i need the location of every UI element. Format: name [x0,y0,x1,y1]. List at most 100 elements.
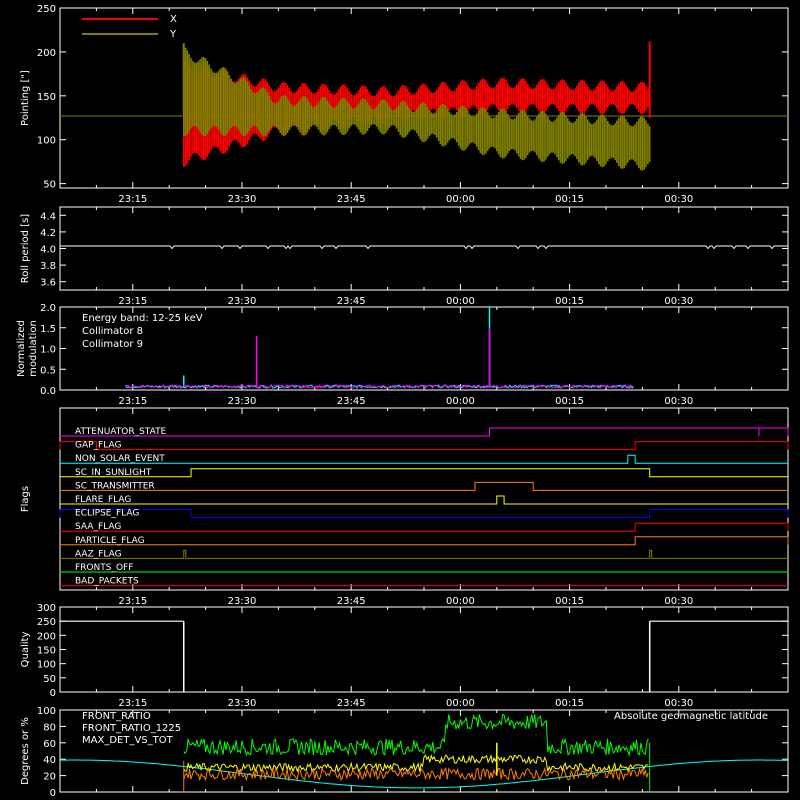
y-tick-label: 50 [43,674,56,685]
y-tick-label: 4.0 [40,245,56,256]
flag-label: SC_TRANSMITTER [75,481,155,491]
x-tick-label: 23:30 [228,396,257,407]
y-tick-label: 150 [37,92,56,103]
energy-band-annotation: Energy band: 12-25 keV [82,313,203,324]
flag-line-aaz-flag [60,549,788,559]
panel-frame-1 [59,206,789,291]
roll-period-line [60,245,788,250]
y-axis-label: Pointing ["] [20,70,31,126]
y-tick-label: 150 [37,646,56,657]
x-tick-label: 00:15 [555,596,584,607]
flag-label: PARTICLE_FLAG [75,536,145,546]
y-tick-label: 200 [37,48,56,59]
x-tick-label: 00:00 [446,596,475,607]
x-tick-label: 23:15 [118,596,147,607]
flag-line-gap-flag [59,441,789,451]
y-axis-label: Flags [20,486,31,512]
x-tick-label: 00:00 [446,396,475,407]
x-tick-label: 00:15 [555,296,584,307]
flag-line-saa-flag [60,522,789,532]
y-tick-label: 4.4 [40,211,56,222]
y-tick-label: 300 [37,603,56,614]
y-tick-label: 1.5 [40,324,56,335]
front-ratio-1225-line [183,713,649,757]
x-tick-label: 00:00 [446,194,475,205]
flag-label: ECLIPSE_FLAG [75,509,139,519]
x-tick-label: 23:45 [337,698,366,709]
flag-label: BAD_PACKETS [75,577,139,587]
legend-front-ratio: FRONT_RATIO [82,711,151,722]
x-tick-label: 00:15 [555,396,584,407]
legend-max-det-vs-tot: MAX_DET_VS_TOT [82,735,174,746]
y-tick-label: 80 [43,722,56,733]
y-axis-label: Quality [20,632,31,668]
x-tick-label: 23:15 [118,396,147,407]
modulation-collimator-9 [125,384,635,389]
legend-front-ratio-1225: FRONT_RATIO_1225 [82,723,181,734]
legend-collimator-9: Collimator 9 [82,339,143,350]
y-tick-label: 3.6 [40,278,56,289]
x-tick-label: 00:30 [664,698,693,709]
x-tick-label: 00:30 [664,596,693,607]
y-tick-label: 250 [37,617,56,628]
x-tick-label: 23:15 [118,698,147,709]
flag-label: GAP_FLAG [75,441,121,451]
x-tick-label: 23:30 [228,596,257,607]
y-tick-label: 2.0 [40,303,56,314]
flag-line-sc-in-sunlight [60,468,788,478]
x-tick-label: 23:15 [118,194,147,205]
y-tick-label: 4.2 [40,228,56,239]
x-tick-label: 23:45 [337,296,366,307]
panel-frame-4 [59,606,789,693]
y-tick-label: 200 [37,631,56,642]
x-tick-label: 23:15 [118,296,147,307]
y-tick-label: 0 [50,788,56,799]
x-tick-label: 00:00 [446,698,475,709]
y-tick-label: 50 [43,180,56,191]
flag-label: SC_IN_SUNLIGHT [75,468,152,478]
y-tick-label: 40 [43,755,56,766]
x-tick-label: 00:30 [664,396,693,407]
legend-collimator-8: Collimator 8 [82,326,143,337]
legend-x-label: X [170,14,177,25]
x-tick-label: 00:00 [446,296,475,307]
x-tick-label: 00:30 [664,194,693,205]
y-tick-label: 250 [37,4,56,15]
y-tick-label: 20 [43,772,56,783]
x-tick-label: 23:30 [228,296,257,307]
flag-line-attenuator-state [60,427,789,437]
y-tick-label: 3.8 [40,261,56,272]
x-tick-label: 23:30 [228,194,257,205]
max-det-vs-tot-line [183,766,649,782]
flag-line-flare-flag [60,495,788,505]
y-tick-label: 0 [50,688,56,699]
geomagnetic-latitude-line [60,759,789,789]
y-tick-label: 100 [37,706,56,717]
front-ratio-line [183,753,649,773]
x-tick-label: 23:45 [337,396,366,407]
flag-line-non-solar-event [60,454,788,464]
x-tick-label: 00:30 [664,296,693,307]
y-tick-label: 100 [37,660,56,671]
x-tick-label: 23:30 [228,698,257,709]
flag-label: FRONTS_OFF [75,563,133,573]
flag-label: AAZ_FLAG [75,549,122,559]
x-tick-label: 00:15 [555,194,584,205]
x-tick-label: 23:45 [337,596,366,607]
y-tick-label: 0.0 [40,386,56,397]
y-axis-label: modulation [28,320,39,377]
flag-line-eclipse-flag [59,509,789,519]
flag-label: NON_SOLAR_EVENT [75,454,165,464]
y-axis-label: Roll period [s] [20,214,31,283]
flag-label: ATTENUATOR_STATE [75,427,167,437]
legend-geomagnetic-latitude: Absolute geomagnetic latitude [614,711,768,722]
y-tick-label: 100 [37,136,56,147]
y-tick-label: 0.5 [40,365,56,376]
x-tick-label: 23:45 [337,194,366,205]
y-tick-label: 60 [43,739,56,750]
y-axis-label: Degrees or % [20,717,31,785]
flag-label: FLARE_FLAG [75,495,131,505]
flag-label: SAA_FLAG [75,522,121,532]
flag-line-particle-flag [60,536,789,546]
